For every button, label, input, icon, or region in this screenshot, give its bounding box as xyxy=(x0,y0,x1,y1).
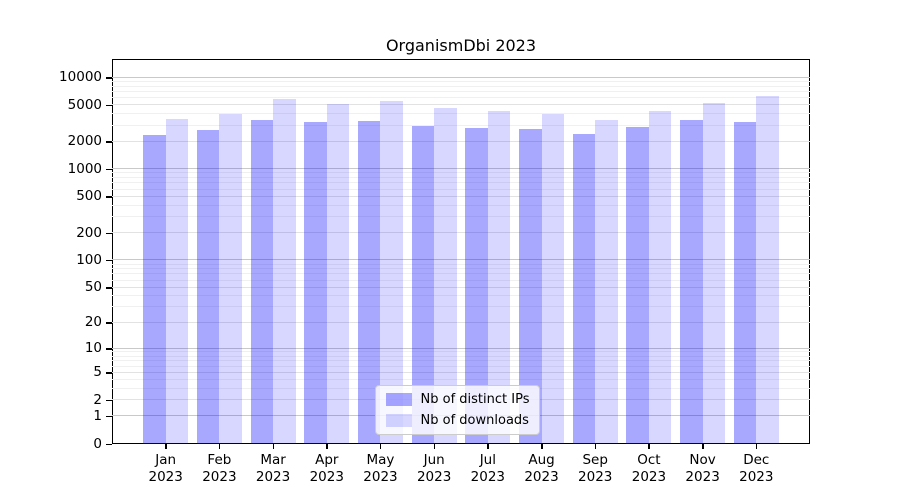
legend-label-downloads: Nb of downloads xyxy=(420,413,529,428)
y-tick-label: 2 xyxy=(93,391,102,408)
bar-downloads-may xyxy=(380,101,403,444)
bar-distinct-ips-jan xyxy=(143,135,166,444)
x-tick-mark xyxy=(379,444,382,449)
y-tick-mark xyxy=(106,259,112,262)
y-tick-mark xyxy=(106,348,112,350)
y-tick-label: 100 xyxy=(76,251,102,268)
x-tick-mark xyxy=(702,444,704,449)
gridline xyxy=(112,76,810,78)
x-tick-mark xyxy=(594,444,597,449)
gridline-minor xyxy=(112,80,810,82)
bar-downloads-feb xyxy=(219,114,242,444)
x-tick-mark xyxy=(487,444,489,449)
y-tick-label: 50 xyxy=(84,279,102,296)
y-tick-mark xyxy=(106,415,112,418)
bar-distinct-ips-aug xyxy=(519,129,542,444)
legend-swatch-distinct-ips xyxy=(385,393,412,406)
y-tick-label: 200 xyxy=(76,224,102,241)
x-tick-mark xyxy=(541,444,543,449)
y-tick-label: 1 xyxy=(93,407,102,424)
y-tick-label: 500 xyxy=(76,188,102,205)
legend-label-distinct-ips: Nb of distinct IPs xyxy=(420,392,530,407)
legend: Nb of distinct IPs Nb of downloads xyxy=(374,385,541,435)
chart-title: OrganismDbi 2023 xyxy=(385,36,537,55)
bar-downloads-aug xyxy=(541,114,565,444)
bar-distinct-ips-jun xyxy=(411,126,435,444)
bar-downloads-apr xyxy=(326,103,350,444)
bar-distinct-ips-may xyxy=(357,120,381,444)
x-tick-label: Mar 2023 xyxy=(255,452,291,485)
y-tick-label: 10 xyxy=(84,340,102,357)
x-tick-mark xyxy=(326,444,328,449)
bar-distinct-ips-feb xyxy=(196,129,220,444)
y-tick-label: 1000 xyxy=(67,160,102,177)
legend-item-distinct-ips: Nb of distinct IPs xyxy=(385,392,530,407)
bar-distinct-ips-apr xyxy=(304,122,327,444)
bar-distinct-ips-mar xyxy=(250,120,274,444)
bar-downloads-dec xyxy=(756,96,779,444)
x-tick-label: Jul 2023 xyxy=(470,452,506,485)
x-tick-label: Apr 2023 xyxy=(309,452,344,485)
y-tick-mark xyxy=(106,287,112,289)
x-tick-label: May 2023 xyxy=(363,452,398,485)
y-tick-label: 5 xyxy=(93,364,102,381)
y-tick-mark xyxy=(106,168,112,171)
gridline-minor xyxy=(112,85,810,87)
y-tick-label: 20 xyxy=(84,314,102,331)
y-tick-mark xyxy=(106,196,112,198)
legend-item-downloads: Nb of downloads xyxy=(385,413,530,428)
y-tick-mark xyxy=(106,104,112,107)
bar-distinct-ips-nov xyxy=(680,120,703,444)
bar-downloads-nov xyxy=(702,102,726,444)
x-tick-mark xyxy=(218,444,221,449)
legend-swatch-downloads xyxy=(385,414,412,427)
x-tick-mark xyxy=(648,444,650,449)
bar-downloads-oct xyxy=(648,111,672,444)
bar-downloads-sep xyxy=(595,120,618,444)
x-tick-label: Feb 2023 xyxy=(202,452,237,485)
x-tick-label: Jan 2023 xyxy=(148,452,183,485)
x-tick-label: Aug 2023 xyxy=(524,452,559,485)
y-tick-mark xyxy=(106,232,112,235)
bar-distinct-ips-oct xyxy=(626,126,649,444)
bar-distinct-ips-dec xyxy=(733,121,757,444)
plot-area: Nb of distinct IPs Nb of downloads xyxy=(112,59,810,444)
gridline-minor xyxy=(112,97,810,99)
y-tick-label: 0 xyxy=(93,435,102,452)
x-tick-mark xyxy=(272,444,275,449)
x-tick-mark xyxy=(165,444,167,449)
y-tick-mark xyxy=(106,322,112,324)
x-tick-label: Nov 2023 xyxy=(685,452,720,485)
y-tick-label: 10000 xyxy=(59,69,102,86)
x-tick-label: Sep 2023 xyxy=(578,452,613,485)
x-tick-label: Jun 2023 xyxy=(416,452,452,485)
x-tick-label: Oct 2023 xyxy=(631,452,667,485)
y-tick-mark xyxy=(106,443,112,445)
x-tick-label: Dec 2023 xyxy=(739,452,774,485)
bar-distinct-ips-sep xyxy=(572,133,596,444)
bar-downloads-jan xyxy=(165,118,189,444)
gridline-minor xyxy=(112,90,810,92)
y-tick-label: 5000 xyxy=(67,96,102,113)
y-tick-label: 2000 xyxy=(67,133,102,150)
y-tick-mark xyxy=(106,77,112,79)
y-tick-mark xyxy=(106,399,112,402)
y-tick-mark xyxy=(106,372,112,374)
x-tick-mark xyxy=(755,444,758,449)
bar-distinct-ips-jul xyxy=(465,127,488,444)
x-tick-mark xyxy=(433,444,436,449)
y-tick-mark xyxy=(106,141,112,143)
bar-downloads-jul xyxy=(487,111,511,444)
bar-downloads-jun xyxy=(434,107,457,444)
bar-downloads-mar xyxy=(273,98,296,444)
